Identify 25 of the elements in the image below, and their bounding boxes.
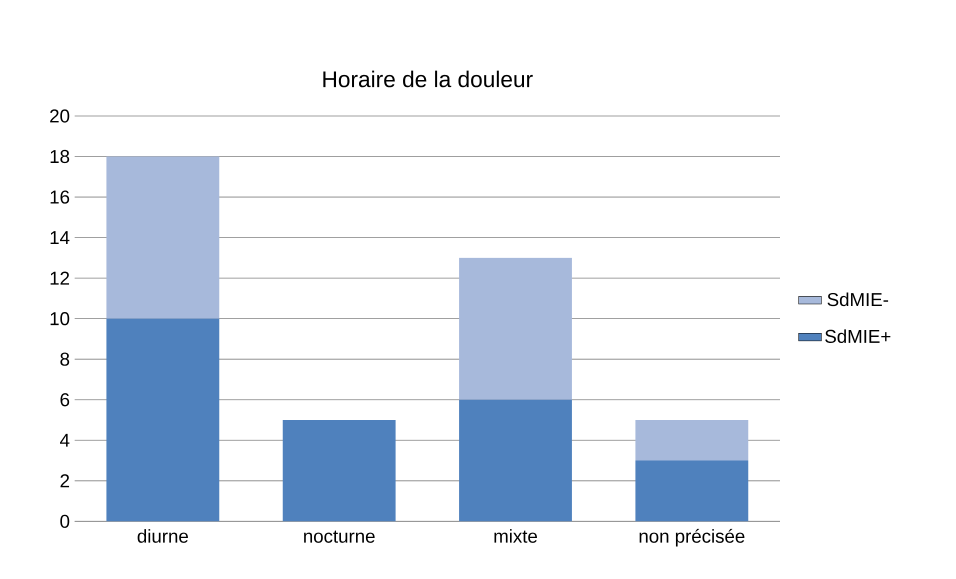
bar [635,460,748,522]
y-tick-label: 10 [50,312,70,326]
y-tick-label: 20 [50,110,70,123]
bar [635,420,748,461]
y-tick-label: 2 [60,474,70,488]
y-tick-label: 18 [50,150,70,164]
y-tick-label: 14 [50,231,70,244]
bar [459,258,572,400]
x-tick-label: diurne [138,529,188,543]
x-tick-label: non précisée [640,529,744,547]
x-tick-label: nocturne [304,530,375,543]
legend-label: SdMIE- [828,292,888,306]
y-tick-label: 16 [50,190,70,204]
y-tick-label: 12 [50,272,70,285]
bar [106,318,220,522]
y-tick-label: 0 [60,514,70,528]
x-tick-label: mixte [494,529,537,543]
legend-label: SdMIE+ [825,329,890,344]
bar [106,156,220,319]
y-tick-label: 6 [60,393,70,407]
y-tick-label: 8 [60,352,70,366]
bar [282,420,396,522]
bar [459,400,572,522]
chart-title: Horaire de la douleur [323,70,533,88]
y-tick-label: 4 [60,434,70,447]
